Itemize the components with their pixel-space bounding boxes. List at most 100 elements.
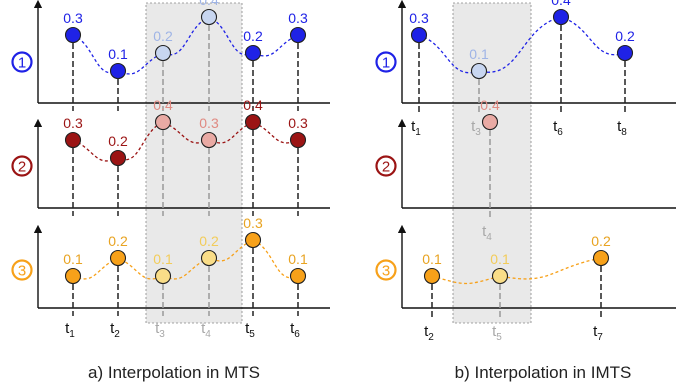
time-label: t6 xyxy=(553,118,563,138)
time-subscript: 3 xyxy=(159,329,165,340)
time-subscript: 4 xyxy=(486,232,492,243)
time-label: t5 xyxy=(492,323,502,343)
data-point xyxy=(289,131,307,149)
highlight-band xyxy=(452,2,532,324)
time-subscript: 3 xyxy=(475,127,481,138)
value-label: 0.3 xyxy=(409,10,429,26)
time-subscript: 2 xyxy=(114,329,120,340)
data-point xyxy=(616,44,634,62)
time-base: t xyxy=(245,320,250,337)
row-badge-circle xyxy=(11,259,33,281)
time-subscript: 1 xyxy=(69,329,75,340)
data-point xyxy=(491,267,509,285)
time-subscript: 5 xyxy=(496,332,502,343)
time-base: t xyxy=(201,320,206,337)
time-label: t3 xyxy=(155,320,165,340)
labels: 1 2 3 1 2 3 0.3 0.1 0.2 0.4 0.2 0.3 0.3 0.2 0.4 0.3 0.4 0… xyxy=(11,0,635,382)
value-label: 0.4 xyxy=(551,0,571,8)
data-point xyxy=(154,267,172,285)
value-label: 0.4 xyxy=(243,97,263,113)
data-point xyxy=(64,26,82,44)
data-point xyxy=(470,62,488,80)
data-point xyxy=(552,8,570,26)
value-label: 0.4 xyxy=(199,0,219,8)
time-label: t2 xyxy=(110,320,120,340)
value-label: 0.2 xyxy=(108,133,128,149)
points xyxy=(64,8,634,285)
row-badge-circle xyxy=(375,155,397,177)
data-point xyxy=(64,131,82,149)
row-badge-number: 2 xyxy=(382,159,390,176)
time-subscript: 7 xyxy=(597,332,603,343)
data-point xyxy=(410,26,428,44)
value-label: 0.2 xyxy=(153,28,173,44)
time-base: t xyxy=(290,320,295,337)
value-label: 0.1 xyxy=(422,251,442,267)
data-point xyxy=(200,249,218,267)
panel-caption: b) Interpolation in IMTS xyxy=(455,363,632,382)
data-point xyxy=(154,113,172,131)
data-point xyxy=(289,267,307,285)
row-badge-circle xyxy=(11,51,33,73)
interpolation-curve xyxy=(72,121,299,162)
time-label: t1 xyxy=(411,118,421,138)
data-point xyxy=(109,249,127,267)
value-label: 0.4 xyxy=(480,97,500,113)
value-label: 0.3 xyxy=(199,115,219,131)
time-label: t1 xyxy=(65,320,75,340)
data-point xyxy=(200,131,218,149)
data-point xyxy=(244,44,262,62)
value-label: 0.2 xyxy=(199,233,219,249)
interpolation-curves xyxy=(72,16,626,285)
time-label: t6 xyxy=(290,320,300,340)
value-label: 0.1 xyxy=(63,251,83,267)
value-label: 0.2 xyxy=(108,233,128,249)
data-point xyxy=(423,267,441,285)
value-label: 0.3 xyxy=(288,115,308,131)
value-label: 0.3 xyxy=(288,10,308,26)
value-label: 0.3 xyxy=(63,10,83,26)
time-label: t8 xyxy=(617,118,627,138)
value-label: 0.1 xyxy=(469,46,489,62)
data-point xyxy=(244,113,262,131)
time-base: t xyxy=(110,320,115,337)
row-badge-number: 3 xyxy=(18,263,26,280)
data-point xyxy=(64,267,82,285)
time-subscript: 6 xyxy=(294,329,300,340)
data-point xyxy=(109,149,127,167)
row-badge-circle xyxy=(375,259,397,281)
value-label: 0.1 xyxy=(153,251,173,267)
time-subscript: 5 xyxy=(249,329,255,340)
value-label: 0.1 xyxy=(490,251,510,267)
time-subscript: 1 xyxy=(415,127,421,138)
time-label: t3 xyxy=(471,118,481,138)
time-subscript: 2 xyxy=(428,332,434,343)
value-label: 0.1 xyxy=(108,46,128,62)
value-label: 0.2 xyxy=(615,28,635,44)
data-point xyxy=(244,231,262,249)
row-badge-circle xyxy=(375,51,397,73)
time-subscript: 8 xyxy=(621,127,627,138)
value-label: 0.2 xyxy=(243,28,263,44)
data-point xyxy=(592,249,610,267)
row-badge-number: 2 xyxy=(18,159,26,176)
row-badge-number: 3 xyxy=(382,263,390,280)
interpolation-curve xyxy=(418,16,626,74)
time-label: t4 xyxy=(201,320,211,340)
time-label: t7 xyxy=(593,323,603,343)
data-point xyxy=(481,113,499,131)
axes xyxy=(33,0,676,309)
time-subscript: 4 xyxy=(205,329,211,340)
row-badge-circle xyxy=(11,155,33,177)
time-label: t2 xyxy=(424,323,434,343)
value-label: 0.1 xyxy=(288,251,308,267)
value-label: 0.3 xyxy=(63,115,83,131)
time-base: t xyxy=(65,320,70,337)
time-subscript: 6 xyxy=(557,127,563,138)
data-point xyxy=(289,26,307,44)
data-point xyxy=(154,44,172,62)
time-base: t xyxy=(155,320,160,337)
time-label: t4 xyxy=(482,223,492,243)
